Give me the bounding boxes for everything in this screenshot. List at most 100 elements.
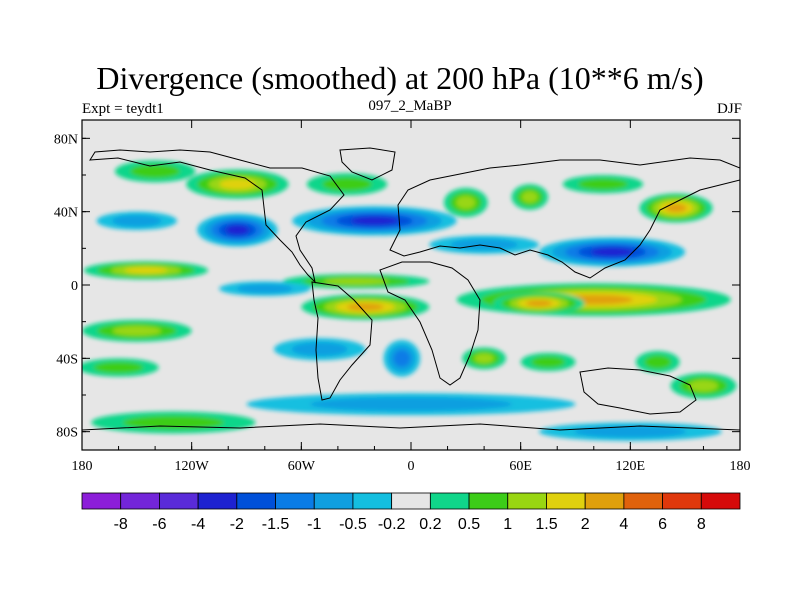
colorbar: -8 -6 -4 -2 -1.5 -1 -0.5 -0.2 0.2 0.5 1 1.5 2 4 6 8 — [81, 492, 741, 533]
x-tick-label: 180 — [72, 459, 93, 474]
colorbar-label: -1.5 — [262, 516, 290, 533]
divergence-field — [82, 160, 737, 441]
anomaly-5-level-1 — [322, 177, 372, 191]
colorbar-swatch — [275, 492, 315, 510]
colorbar-label: 6 — [658, 516, 667, 533]
anomaly-19-level-1 — [236, 284, 293, 294]
anomaly-12-level-2 — [521, 191, 538, 203]
coastline-north-america — [89, 149, 345, 284]
anomaly-19 — [219, 281, 311, 296]
anomaly-15-level-4 — [347, 303, 384, 311]
coastline-eurasia — [389, 157, 740, 279]
anomaly-21-level-2 — [393, 350, 410, 367]
colorbar-swatch — [468, 492, 509, 510]
colorbar-swatch — [623, 492, 663, 510]
coastline-africa — [379, 261, 481, 386]
y-tick-label: 80S — [56, 426, 78, 441]
colorbar-label: -4 — [191, 516, 205, 533]
y-tick-label: 0 — [71, 279, 78, 294]
anomaly-15 — [301, 294, 430, 320]
anomaly-4 — [114, 160, 196, 183]
colorbar-swatch — [81, 492, 122, 510]
colorbar-swatch — [197, 492, 238, 510]
coastline-south-america — [311, 281, 373, 401]
colorbar-label: 1 — [503, 516, 512, 533]
anomaly-7 — [292, 206, 457, 236]
anomaly-3-level-3 — [219, 179, 256, 190]
anomaly-22 — [462, 347, 507, 370]
x-tick-label: 60E — [509, 459, 532, 474]
anomaly-27-level-1 — [574, 426, 687, 438]
colorbar-swatch — [546, 492, 586, 510]
colorbar-label: 0.2 — [419, 516, 441, 533]
anomaly-10-level-1 — [450, 239, 518, 251]
x-tick-label: 180 — [730, 459, 751, 474]
colorbar-swatch — [391, 492, 431, 510]
y-tick-label: 40N — [54, 206, 78, 221]
colorbar-label: -0.2 — [378, 516, 406, 533]
coastline-antarctica — [82, 423, 740, 450]
colorbar-label: -8 — [114, 516, 128, 533]
colorbar-label: 0.5 — [458, 516, 480, 533]
colorbar-swatch — [429, 492, 470, 510]
anomaly-20 — [273, 338, 366, 361]
colorbar-label: 2 — [581, 516, 590, 533]
anomaly-10 — [429, 235, 539, 254]
anomaly-28 — [91, 411, 256, 434]
colorbar-swatch — [507, 492, 547, 510]
anomaly-8-level-1 — [112, 215, 162, 227]
anomaly-13 — [639, 193, 713, 223]
y-axis: 80N 40N 0 40S 80S — [54, 132, 740, 441]
colorbar-swatch — [700, 492, 741, 510]
anomaly-9-level-4 — [591, 247, 633, 257]
chart-title: Divergence (smoothed) at 200 hPa (10**6 … — [96, 60, 704, 96]
coastline-australia — [579, 367, 697, 415]
anomaly-6-level-4 — [225, 225, 249, 235]
colorbar-swatch — [120, 492, 160, 510]
anomaly-14-level-1 — [578, 178, 628, 190]
anomaly-3 — [186, 169, 289, 199]
anomaly-6 — [197, 213, 278, 247]
colorbar-label: -6 — [152, 516, 166, 533]
anomaly-23 — [520, 352, 576, 372]
anomaly-2-level-1 — [93, 361, 144, 374]
coastlines — [82, 147, 740, 450]
anomaly-24 — [635, 351, 680, 373]
anomaly-14 — [562, 175, 644, 194]
colorbar-swatch — [662, 492, 702, 510]
anomaly-4-level-1 — [130, 164, 180, 179]
anomaly-1 — [82, 319, 192, 342]
anomaly-25 — [670, 373, 737, 399]
anomaly-13-level-4 — [665, 203, 687, 213]
anomaly-1-level-2 — [112, 325, 162, 336]
anomaly-11-level-2 — [456, 195, 476, 210]
colorbar-swatch — [352, 492, 393, 510]
colorbar-swatch — [584, 492, 625, 510]
anomaly-5 — [306, 173, 388, 196]
anomaly-0 — [83, 261, 209, 280]
colorbar-label: 1.5 — [535, 516, 557, 533]
x-axis: 180 120W 60W 0 60E 120E 180 — [72, 120, 751, 474]
season-label: DJF — [716, 101, 742, 117]
anomaly-26-level-1 — [309, 397, 513, 411]
anomaly-0-level-3 — [124, 267, 168, 274]
colorbar-label: -2 — [230, 516, 244, 533]
colorbar-swatch — [236, 492, 276, 510]
colorbar-swatch — [313, 492, 354, 510]
anomaly-25-level-2 — [688, 380, 719, 392]
colorbar-label: -0.5 — [339, 516, 367, 533]
anomaly-18-level-4 — [525, 300, 552, 307]
anomaly-11 — [443, 187, 488, 218]
anomaly-8 — [96, 211, 178, 230]
anomaly-21 — [383, 340, 421, 377]
anomaly-16 — [283, 274, 430, 289]
case-label: 097_2_MaBP — [368, 98, 452, 114]
anomaly-28-level-1 — [122, 415, 225, 430]
x-tick-label: 0 — [408, 459, 415, 474]
anomaly-7-level-4 — [350, 216, 398, 226]
x-tick-label: 60W — [288, 459, 316, 474]
colorbar-swatch — [159, 492, 199, 510]
anomaly-18 — [493, 292, 585, 315]
x-tick-label: 120W — [175, 459, 210, 474]
